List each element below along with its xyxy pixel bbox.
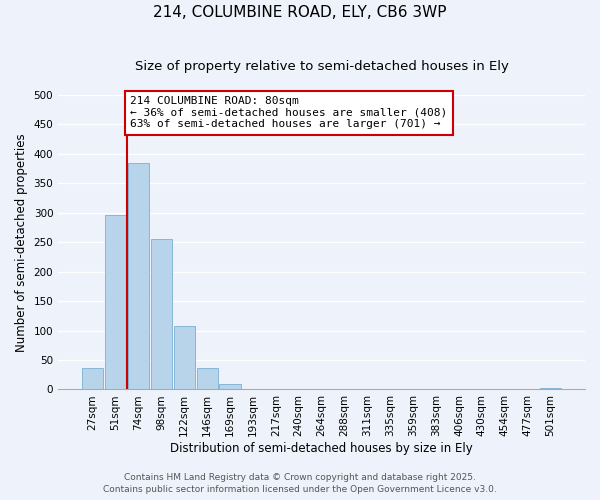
Y-axis label: Number of semi-detached properties: Number of semi-detached properties [15,133,28,352]
Bar [540,388,561,390]
Title: Size of property relative to semi-detached houses in Ely: Size of property relative to semi-detach… [134,60,509,73]
Bar [105,214,126,390]
Bar [197,368,218,390]
Text: 214, COLUMBINE ROAD, ELY, CB6 3WP: 214, COLUMBINE ROAD, ELY, CB6 3WP [153,5,447,20]
X-axis label: Distribution of semi-detached houses by size in Ely: Distribution of semi-detached houses by … [170,442,473,455]
Bar [128,162,149,390]
Bar [220,384,241,390]
Text: 214 COLUMBINE ROAD: 80sqm
← 36% of semi-detached houses are smaller (408)
63% of: 214 COLUMBINE ROAD: 80sqm ← 36% of semi-… [130,96,448,130]
Bar [151,240,172,390]
Bar [82,368,103,390]
Text: Contains HM Land Registry data © Crown copyright and database right 2025.
Contai: Contains HM Land Registry data © Crown c… [103,472,497,494]
Bar [173,326,195,390]
